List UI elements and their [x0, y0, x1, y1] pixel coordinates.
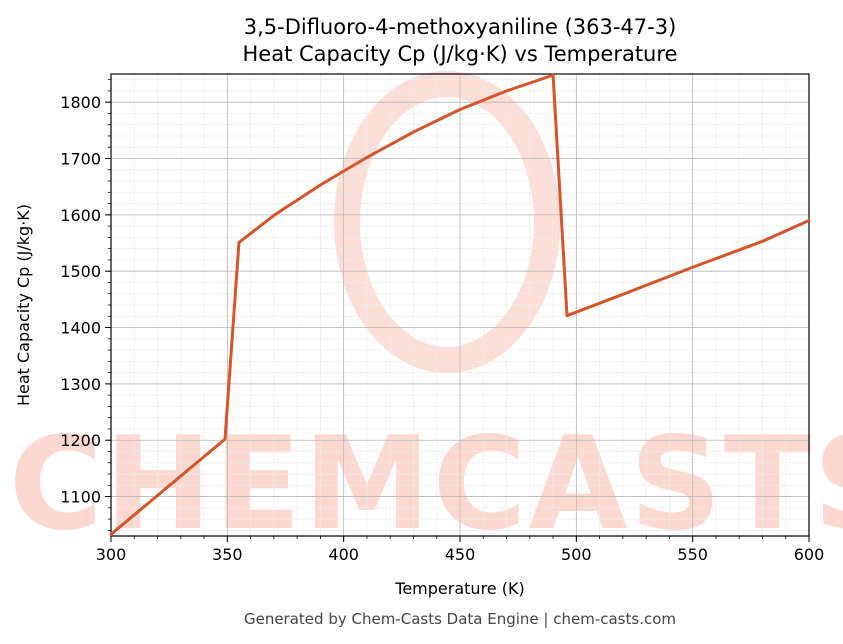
y-tick-label: 1300: [60, 375, 101, 394]
footer-credit: Generated by Chem-Casts Data Engine | ch…: [244, 610, 676, 628]
y-tick-label: 1600: [60, 206, 101, 225]
y-tick-label: 1800: [60, 93, 101, 112]
x-tick-label: 500: [561, 545, 592, 564]
axis-ticks: [105, 79, 810, 542]
chart-title-line2: Heat Capacity Cp (J/kg·K) vs Temperature: [243, 42, 678, 66]
y-tick-label: 1700: [60, 150, 101, 169]
x-tick-labels: 300 350 400 450 500 550 600: [96, 545, 825, 564]
x-axis-label: Temperature (K): [394, 579, 524, 598]
x-tick-label: 450: [445, 545, 476, 564]
y-tick-label: 1500: [60, 262, 101, 281]
series-line-0: [109, 73, 811, 536]
y-tick-labels: 1100 1200 1300 1400 1500 1600 1700 1800: [60, 93, 101, 506]
x-tick-label: 600: [794, 545, 825, 564]
watermark-logo: CHEMCASTS: [9, 71, 843, 559]
y-tick-label: 1200: [60, 431, 101, 450]
svg-text:CHEMCASTS: CHEMCASTS: [9, 410, 843, 559]
series-layer: [109, 73, 811, 536]
y-axis-label: Heat Capacity Cp (J/kg·K): [14, 204, 33, 406]
y-tick-label: 1400: [60, 319, 101, 338]
y-tick-label: 1100: [60, 488, 101, 507]
x-tick-label: 400: [328, 545, 359, 564]
x-tick-label: 550: [677, 545, 708, 564]
chart-title-line1: 3,5-Difluoro-4-methoxyaniline (363-47-3): [244, 15, 677, 39]
x-tick-label: 350: [212, 545, 243, 564]
x-tick-label: 300: [96, 545, 127, 564]
